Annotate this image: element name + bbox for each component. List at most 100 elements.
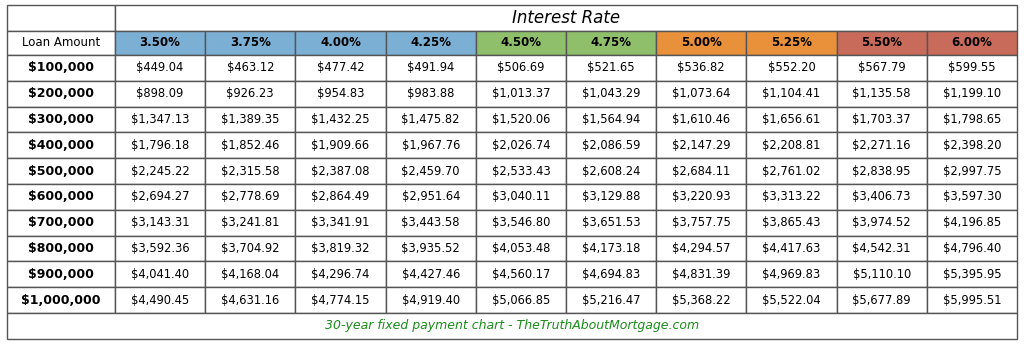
Bar (386, 184, 476, 210)
Text: $2,387.08: $2,387.08 (311, 164, 370, 178)
Text: $900,000: $900,000 (28, 268, 94, 281)
Text: Loan Amount: Loan Amount (22, 36, 100, 50)
Text: $3,341.91: $3,341.91 (311, 216, 370, 229)
Text: $463.12: $463.12 (226, 61, 274, 74)
Text: $521.65: $521.65 (588, 61, 635, 74)
Text: $4,796.40: $4,796.40 (943, 242, 1001, 255)
Bar (7, 81, 115, 107)
Bar (566, 31, 656, 55)
Bar (7, 313, 1017, 339)
Bar (476, 210, 566, 236)
Bar (7, 5, 115, 31)
Text: $552.20: $552.20 (768, 61, 815, 74)
Text: $2,951.64: $2,951.64 (401, 190, 460, 203)
Bar (7, 210, 115, 236)
Text: $4,168.04: $4,168.04 (221, 268, 280, 281)
Text: $2,838.95: $2,838.95 (852, 164, 911, 178)
Text: $2,778.69: $2,778.69 (221, 190, 280, 203)
Text: $5,677.89: $5,677.89 (852, 293, 911, 307)
Bar (115, 236, 205, 261)
Bar (837, 55, 927, 81)
Bar (566, 55, 656, 81)
Text: $1,656.61: $1,656.61 (763, 113, 820, 126)
Text: $954.83: $954.83 (316, 87, 365, 100)
Bar (927, 81, 1017, 107)
Text: $400,000: $400,000 (28, 139, 94, 152)
Bar (115, 107, 205, 132)
Text: $2,245.22: $2,245.22 (131, 164, 189, 178)
Bar (656, 236, 746, 261)
Text: $3,597.30: $3,597.30 (942, 190, 1001, 203)
Bar (837, 287, 927, 313)
Text: $1,798.65: $1,798.65 (943, 113, 1001, 126)
Text: $2,533.43: $2,533.43 (492, 164, 550, 178)
Bar (746, 184, 837, 210)
Text: $4,173.18: $4,173.18 (582, 242, 640, 255)
Text: $1,389.35: $1,389.35 (221, 113, 280, 126)
Text: $2,997.75: $2,997.75 (942, 164, 1001, 178)
Bar (927, 158, 1017, 184)
Text: $700,000: $700,000 (28, 216, 94, 229)
Text: $5,066.85: $5,066.85 (492, 293, 550, 307)
Bar (837, 158, 927, 184)
Bar (115, 5, 1017, 31)
Bar (656, 132, 746, 158)
Bar (566, 236, 656, 261)
Text: 4.00%: 4.00% (321, 36, 360, 50)
Text: $2,684.11: $2,684.11 (672, 164, 730, 178)
Text: $2,761.02: $2,761.02 (762, 164, 821, 178)
Bar (746, 261, 837, 287)
Bar (927, 31, 1017, 55)
Bar (7, 132, 115, 158)
Bar (386, 158, 476, 184)
Bar (7, 236, 115, 261)
Text: $4,969.83: $4,969.83 (763, 268, 820, 281)
Bar (7, 107, 115, 132)
Bar (295, 210, 386, 236)
Text: $477.42: $477.42 (316, 61, 365, 74)
Text: $2,315.58: $2,315.58 (221, 164, 280, 178)
Bar (837, 107, 927, 132)
Bar (746, 107, 837, 132)
Text: $3,129.88: $3,129.88 (582, 190, 640, 203)
Bar (7, 287, 115, 313)
Text: $3,974.52: $3,974.52 (852, 216, 911, 229)
Text: $2,694.27: $2,694.27 (131, 190, 189, 203)
Bar (746, 55, 837, 81)
Bar (656, 287, 746, 313)
Text: $2,026.74: $2,026.74 (492, 139, 550, 152)
Text: $4,490.45: $4,490.45 (131, 293, 189, 307)
Bar (115, 132, 205, 158)
Text: $500,000: $500,000 (28, 164, 94, 178)
Text: 5.25%: 5.25% (771, 36, 812, 50)
Text: $5,216.47: $5,216.47 (582, 293, 640, 307)
Text: $1,852.46: $1,852.46 (221, 139, 280, 152)
Bar (927, 261, 1017, 287)
Text: $4,560.17: $4,560.17 (492, 268, 550, 281)
Bar (837, 236, 927, 261)
Bar (476, 107, 566, 132)
Text: $4,427.46: $4,427.46 (401, 268, 460, 281)
Bar (205, 261, 295, 287)
Bar (837, 261, 927, 287)
Bar (656, 31, 746, 55)
Text: $4,631.16: $4,631.16 (221, 293, 280, 307)
Text: 4.75%: 4.75% (591, 36, 632, 50)
Bar (295, 132, 386, 158)
Bar (746, 210, 837, 236)
Text: $100,000: $100,000 (28, 61, 94, 74)
Text: $2,271.16: $2,271.16 (852, 139, 911, 152)
Bar (927, 132, 1017, 158)
Bar (927, 210, 1017, 236)
Bar (7, 184, 115, 210)
Bar (476, 81, 566, 107)
Bar (656, 261, 746, 287)
Bar (746, 81, 837, 107)
Text: $600,000: $600,000 (28, 190, 94, 203)
Text: $5,395.95: $5,395.95 (942, 268, 1001, 281)
Text: $1,013.37: $1,013.37 (492, 87, 550, 100)
Bar (295, 107, 386, 132)
Text: $200,000: $200,000 (28, 87, 94, 100)
Text: $4,196.85: $4,196.85 (943, 216, 1001, 229)
Bar (7, 158, 115, 184)
